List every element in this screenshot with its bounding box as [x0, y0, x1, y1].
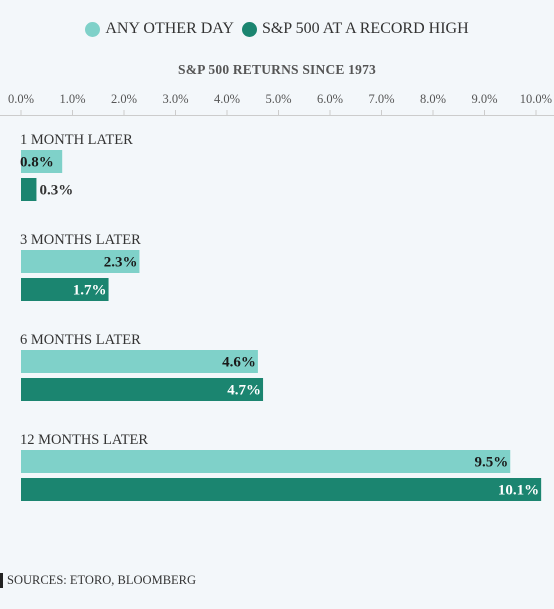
bar-other-day-0 [21, 150, 63, 173]
x-tick-label-10: 10.0% [520, 92, 552, 106]
bar-chart: 0.0% 1.0% 2.0% 3.0% 4.0% 5.0% 6.0% 7.0% 8.0% 9.0%… [0, 92, 554, 501]
x-tick-label-0: 0.0% [8, 92, 34, 106]
x-tick-label-5: 5.0% [265, 92, 291, 106]
value-label-other-day-2: 4.6% [222, 355, 256, 371]
value-label-record-high-0: 0.3% [39, 183, 73, 199]
x-tick-label-9: 9.0% [471, 92, 497, 106]
bar-record-high-0 [21, 178, 37, 201]
bar-record-high-1 [21, 278, 109, 301]
source-text: SOURCES: ETORO, BLOOMBERG [7, 572, 197, 587]
source-mark [0, 572, 3, 588]
bar-record-high-3 [21, 478, 542, 501]
legend-label-any-other-day: ANY OTHER DAY [105, 20, 234, 37]
value-label-record-high-2: 4.7% [227, 383, 261, 399]
group-label-1: 3 MONTHS LATER [20, 232, 141, 248]
bar-record-high-2 [21, 378, 264, 401]
value-label-record-high-3: 10.1% [498, 483, 539, 499]
x-tick-label-1: 1.0% [59, 92, 85, 106]
legend-label-record-high: S&P 500 AT A RECORD HIGH [261, 20, 469, 37]
bar-other-day-3 [21, 450, 511, 473]
legend-item-any-other-day[interactable]: ANY OTHER DAY [85, 20, 234, 38]
bar-other-day-2 [21, 350, 258, 373]
value-label-other-day-3: 9.5% [475, 455, 509, 471]
x-tick-label-8: 8.0% [420, 92, 446, 106]
value-label-record-high-1: 1.7% [73, 283, 107, 299]
x-tick-label-4: 4.0% [214, 92, 240, 106]
bar-other-day-1 [21, 250, 140, 273]
legend: ANY OTHER DAY S&P 500 AT A RECORD HIGH [0, 16, 554, 42]
legend-swatch-record-high [241, 21, 257, 37]
legend-item-record-high[interactable]: S&P 500 AT A RECORD HIGH [241, 20, 469, 38]
legend-swatch-any-other-day [85, 21, 101, 37]
value-label-other-day-0: 0.8% [20, 155, 54, 171]
group-label-3: 12 MONTHS LATER [20, 432, 148, 448]
x-tick-label-7: 7.0% [368, 92, 394, 106]
source-note: SOURCES: ETORO, BLOOMBERG [0, 572, 196, 588]
x-tick-label-6: 6.0% [317, 92, 343, 106]
x-tick-label-3: 3.0% [162, 92, 188, 106]
group-label-0: 1 MONTH LATER [20, 132, 133, 148]
group-label-2: 6 MONTHS LATER [20, 332, 141, 348]
value-label-other-day-1: 2.3% [104, 255, 138, 271]
chart-title: S&P 500 RETURNS SINCE 1973 [178, 62, 376, 77]
x-tick-label-2: 2.0% [111, 92, 137, 106]
